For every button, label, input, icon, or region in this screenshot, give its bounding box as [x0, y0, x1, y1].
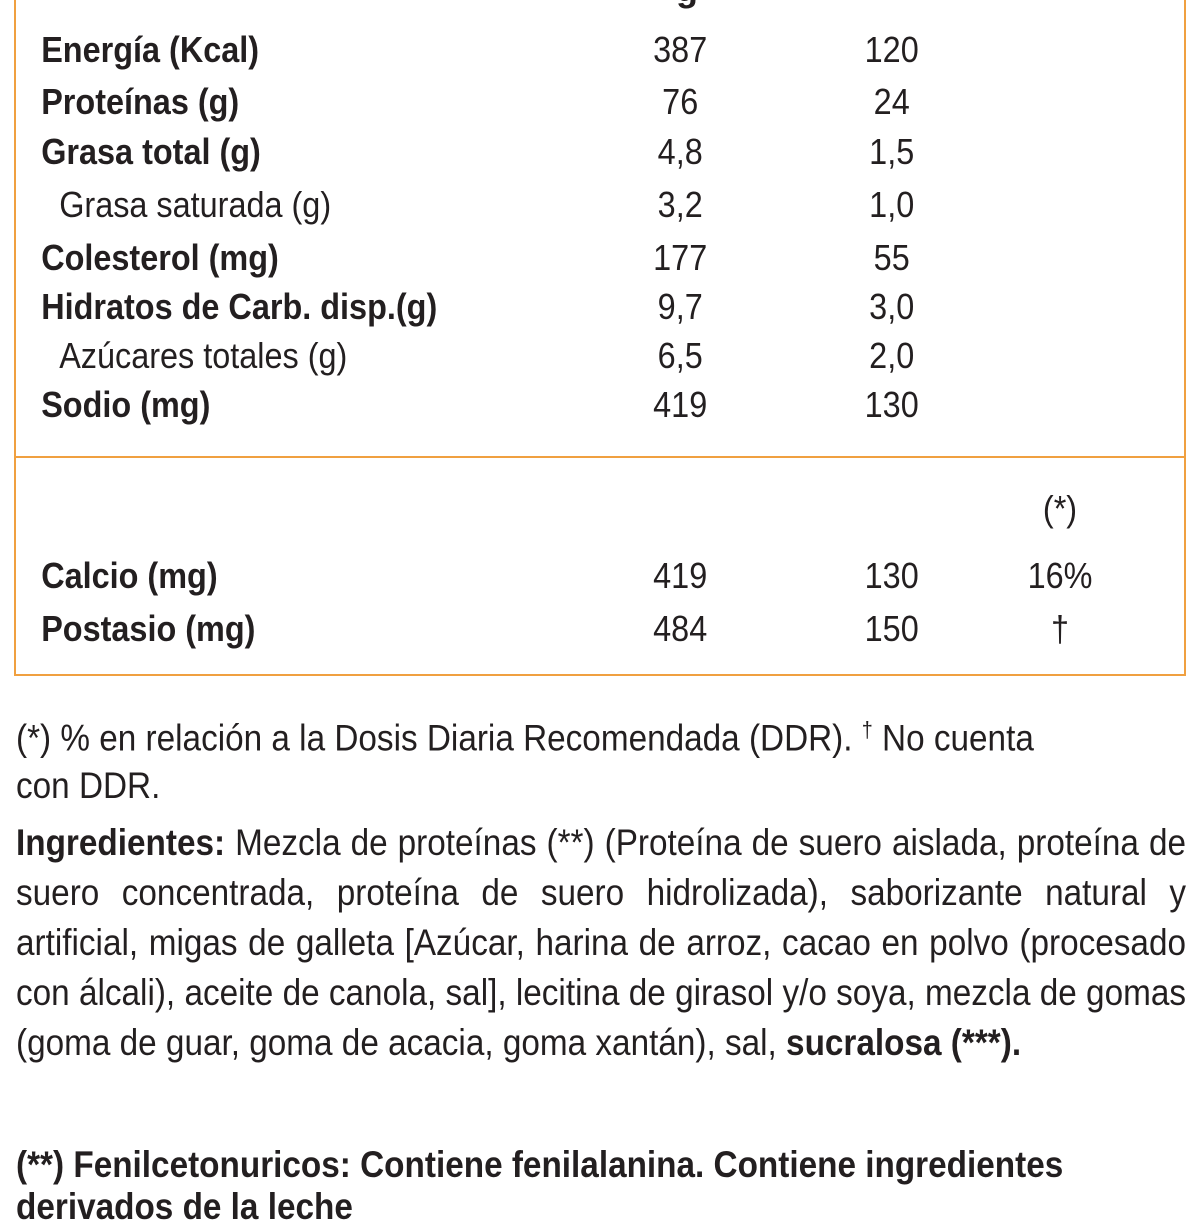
ddr-column-header: (*) — [1042, 488, 1078, 529]
value-per-portion: 150 — [864, 608, 919, 649]
value-pct-ddr: † — [1050, 608, 1070, 649]
value-per-portion: 3,0 — [869, 286, 915, 327]
ingredients-title: Ingredientes: — [16, 822, 226, 863]
value-per-100g: 419 — [653, 555, 708, 596]
value-per-portion: 1,5 — [869, 131, 915, 172]
value-per-100g: 9,7 — [657, 286, 703, 327]
value-per-100g: 484 — [653, 608, 708, 649]
phenylketonuric-warning: (**) Fenilcetonuricos: Contiene fenilala… — [16, 1144, 1064, 1185]
nutrient-label: Grasa saturada (g) — [59, 184, 332, 225]
value-per-portion: 130 — [864, 555, 919, 596]
value-per-100g: 4,8 — [657, 131, 703, 172]
value-per-100g: 76 — [662, 81, 699, 122]
value-per-100g: 3,2 — [657, 184, 703, 225]
nutrient-label: Postasio (mg) — [41, 608, 256, 649]
ddr-footnote: (*) % en relación a la Dosis Diaria Reco… — [16, 706, 1071, 810]
nutrient-row-grasa-total: Grasa total (g) 4,8 1,5 — [16, 127, 1067, 177]
ingredients-paragraph: Ingredientes: Mezcla de proteínas (**) (… — [16, 818, 1186, 1068]
value-per-portion: 120 — [864, 29, 919, 70]
dagger-symbol: † — [861, 717, 873, 742]
footnote-text: (*) % en relación a la Dosis Diaria Reco… — [16, 717, 862, 759]
value-pct-ddr: 16% — [1027, 555, 1093, 596]
nutrient-row-proteinas: Proteínas (g) 76 24 — [16, 77, 1067, 127]
value-per-100g: 177 — [653, 237, 708, 278]
value-per-portion: 55 — [873, 237, 910, 278]
nutrient-label: Energía (Kcal) — [41, 29, 260, 70]
nutrient-row-potasio: Postasio (mg) 484 150 † — [16, 604, 1069, 654]
value-per-portion: 130 — [864, 384, 919, 425]
nutrient-label: Colesterol (mg) — [41, 237, 279, 278]
nutrient-row-calcio: Calcio (mg) 419 130 16% — [16, 551, 1092, 601]
value-per-100g: 387 — [653, 29, 708, 70]
value-per-portion: 1,0 — [869, 184, 915, 225]
ingredients-text: Mezcla de proteínas (**) (Proteína de su… — [16, 822, 1186, 1063]
sweetener-text: sucralosa (***). — [786, 1022, 1022, 1063]
nutrient-label: Azúcares totales (g) — [59, 335, 348, 376]
value-per-100g: 6,5 — [657, 335, 703, 376]
nutrient-row-energia: Energía (Kcal) 387 120 — [16, 25, 1067, 75]
value-per-100g: 419 — [653, 384, 708, 425]
nutrient-row-hidratos: Hidratos de Carb. disp.(g) 9,7 3,0 — [16, 282, 1067, 332]
nutrient-row-colesterol: Colesterol (mg) 177 55 — [16, 233, 1067, 283]
nutrient-label: Hidratos de Carb. disp.(g) — [41, 286, 438, 327]
warning-cut-line: derivados de la leche — [16, 1186, 353, 1227]
nutrient-row-grasa-saturada: Grasa saturada (g) 3,2 1,0 — [16, 180, 1067, 230]
column-header-cut: g — [676, 0, 698, 10]
nutrient-label: Sodio (mg) — [41, 384, 211, 425]
nutrient-label: Proteínas (g) — [41, 81, 240, 122]
nutrient-label: Calcio (mg) — [41, 555, 218, 596]
footnote-text-2: No cuenta con DDR. — [16, 717, 1034, 807]
nutrient-row-azucares: Azúcares totales (g) 6,5 2,0 — [16, 331, 1067, 381]
nutrient-label: Grasa total (g) — [41, 131, 261, 172]
value-per-portion: 24 — [873, 81, 910, 122]
section-divider — [16, 456, 1184, 458]
minerals-header-row: (*) — [16, 484, 1077, 534]
nutrition-table: g Energía (Kcal) 387 120 Proteínas (g) 7… — [14, 0, 1186, 676]
value-per-portion: 2,0 — [869, 335, 915, 376]
nutrient-row-sodio: Sodio (mg) 419 130 — [16, 380, 1067, 430]
